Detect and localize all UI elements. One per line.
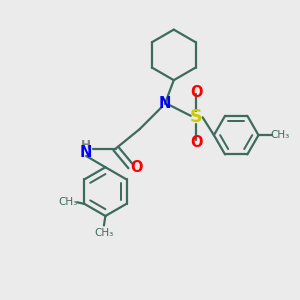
Text: O: O [130,160,143,175]
Text: N: N [159,96,171,111]
Text: H: H [81,139,91,152]
Text: CH₃: CH₃ [271,130,290,140]
Text: S: S [190,108,202,126]
Text: N: N [80,146,92,160]
Text: CH₃: CH₃ [58,197,78,207]
Text: O: O [190,135,202,150]
Text: O: O [190,85,202,100]
Text: CH₃: CH₃ [94,228,114,238]
